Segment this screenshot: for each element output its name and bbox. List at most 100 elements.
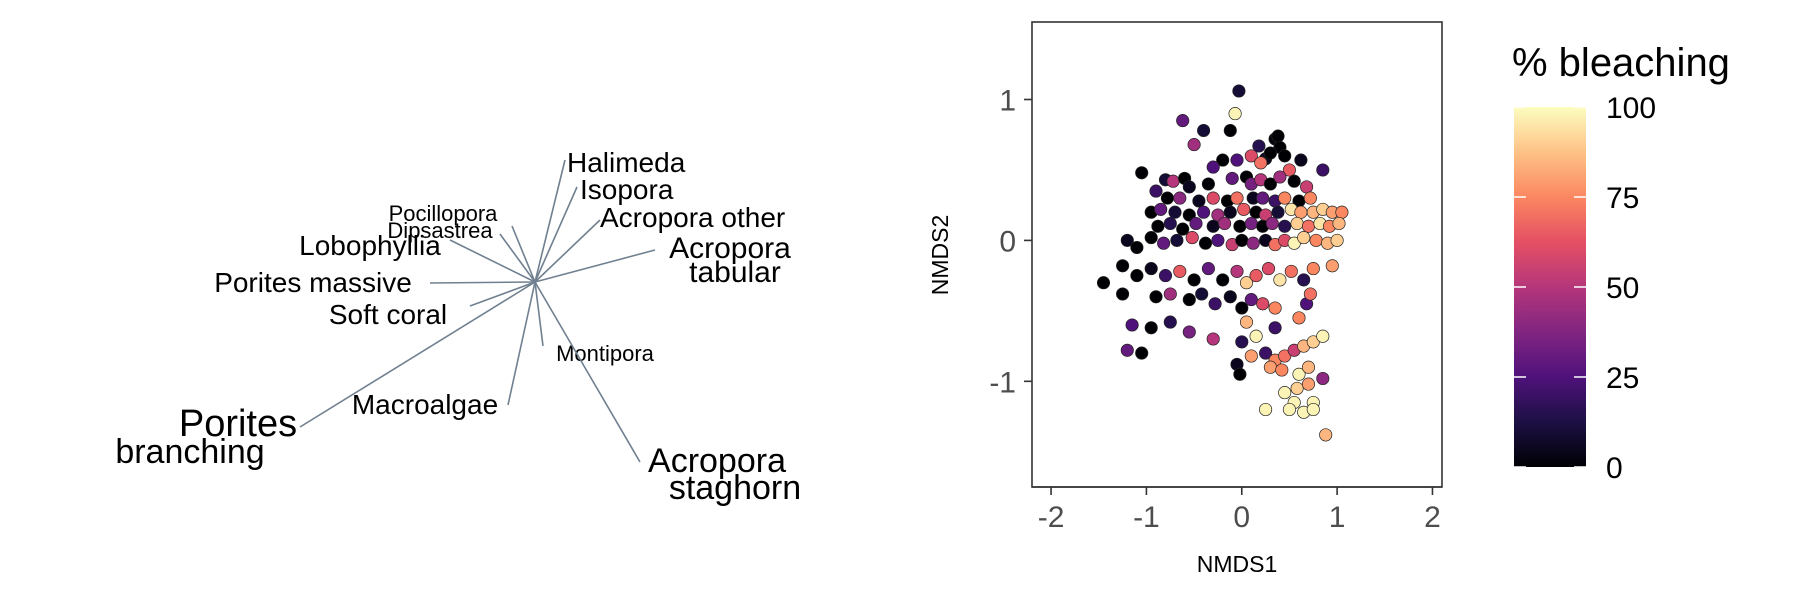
data-point — [1294, 153, 1308, 167]
data-point — [1254, 156, 1268, 170]
vector-label-dipsastrea: Dipsastrea — [387, 218, 493, 243]
data-point — [1163, 315, 1177, 329]
y-tick-label: 1 — [999, 85, 1016, 118]
data-points — [1096, 84, 1349, 442]
data-point — [1237, 202, 1251, 216]
data-point — [1225, 171, 1239, 185]
data-point — [1149, 290, 1163, 304]
data-point — [1185, 231, 1199, 245]
data-point — [1232, 84, 1246, 98]
data-point — [1259, 402, 1273, 417]
data-point — [1287, 174, 1301, 188]
data-point — [1216, 153, 1230, 167]
data-point — [1306, 262, 1320, 276]
vector-label-acropora-staghorn: Acropora staghorn — [648, 442, 801, 507]
vector-label-soft-coral: Soft coral — [329, 299, 447, 330]
vector-label-halimeda: Halimeda — [567, 147, 686, 178]
x-tick-label: 1 — [1329, 501, 1346, 534]
data-point — [1197, 205, 1211, 219]
data-point — [1230, 191, 1244, 205]
vector-label-lobophyllia: Lobophyllia — [299, 230, 441, 261]
data-point — [1268, 321, 1282, 335]
data-point — [1278, 386, 1292, 400]
x-tick-label: 0 — [1233, 501, 1250, 534]
vector-line-soft-coral — [469, 281, 536, 307]
data-point — [1316, 371, 1330, 386]
data-point — [1278, 219, 1292, 233]
x-tick-label: 2 — [1424, 501, 1441, 534]
data-point — [1263, 146, 1277, 160]
data-point — [1206, 332, 1220, 346]
x-axis-title: NMDS1 — [1197, 551, 1278, 577]
data-point — [1246, 236, 1260, 250]
data-point — [1173, 264, 1187, 278]
data-point — [1249, 269, 1263, 283]
data-point — [1206, 191, 1220, 205]
data-point — [1290, 381, 1304, 395]
colorbar-title: % bleaching — [1512, 41, 1730, 85]
data-point — [1176, 222, 1190, 236]
data-point — [1130, 240, 1144, 255]
data-point — [1187, 273, 1201, 287]
data-point — [1223, 290, 1237, 304]
data-point — [1182, 293, 1196, 307]
data-point — [1306, 402, 1320, 417]
vector-line-pocillopora — [511, 225, 536, 283]
data-point — [1292, 367, 1306, 381]
data-point — [1144, 262, 1158, 276]
data-point — [1275, 363, 1289, 377]
data-point — [1252, 139, 1266, 153]
data-point — [1125, 318, 1139, 332]
x-tick-label: -2 — [1038, 501, 1065, 534]
colorbar-tick-label: 25 — [1606, 362, 1639, 395]
vector-line-montipora — [534, 281, 544, 347]
data-point — [1271, 205, 1285, 219]
y-axis: -1 0 1 — [989, 85, 1032, 399]
y-axis-title: NMDS2 — [927, 215, 953, 296]
data-point — [1244, 349, 1258, 363]
data-point — [1187, 138, 1201, 152]
vector-line-acropora-staghorn — [534, 281, 641, 463]
x-axis: -2 -1 0 1 2 — [1032, 486, 1442, 534]
vector-line-porites-massive — [429, 281, 536, 284]
data-point — [1263, 360, 1277, 374]
data-point — [1228, 107, 1242, 121]
data-point — [1244, 216, 1258, 231]
data-point — [1158, 269, 1173, 283]
data-point — [1201, 177, 1215, 191]
colorbar-tick-label: 100 — [1606, 92, 1656, 125]
data-point — [1163, 287, 1177, 301]
data-point — [1273, 273, 1287, 287]
data-point — [1309, 233, 1323, 247]
data-point — [1173, 191, 1187, 205]
data-point — [1160, 191, 1174, 205]
colorbar-tick-label: 50 — [1606, 272, 1639, 305]
data-point — [1301, 219, 1316, 233]
data-point — [1239, 276, 1254, 290]
data-point — [1273, 170, 1287, 184]
data-point — [1306, 335, 1320, 349]
data-point — [1206, 219, 1220, 233]
data-point — [1201, 262, 1215, 276]
vector-line-porites-branching — [299, 281, 536, 428]
data-point — [1130, 269, 1144, 283]
data-point — [1330, 233, 1344, 247]
vector-label-macroalgae: Macroalgae — [352, 389, 498, 420]
colorbar-legend: % bleaching 0 25 50 75 100 — [1512, 41, 1730, 485]
data-point — [1149, 184, 1163, 198]
data-point — [1235, 301, 1249, 315]
data-point — [1233, 367, 1247, 381]
data-point — [1223, 205, 1237, 219]
data-point — [1233, 219, 1247, 233]
data-point — [1195, 287, 1209, 301]
data-point — [1256, 297, 1270, 311]
colorbar-tick-label: 0 — [1606, 452, 1623, 485]
data-point — [1294, 205, 1308, 219]
data-point — [1263, 177, 1277, 191]
data-point — [1303, 191, 1317, 205]
data-point — [1268, 301, 1282, 315]
y-tick-label: 0 — [999, 225, 1016, 258]
data-point — [1301, 377, 1316, 391]
nmds-scatter-plot: -2 -1 0 1 2 -1 0 1 NMDS1 NMDS2 — [927, 21, 1443, 577]
data-point — [1332, 216, 1346, 231]
